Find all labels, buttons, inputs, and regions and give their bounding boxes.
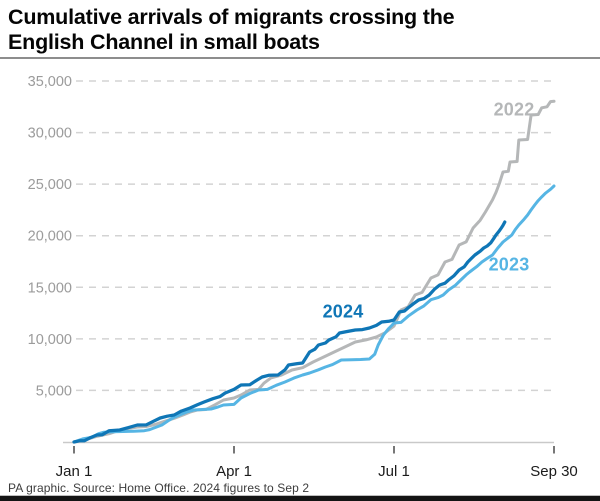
- y-axis-label-25000: 25,000: [28, 177, 72, 193]
- x-axis-label-sep-30: Sep 30: [530, 463, 578, 480]
- series-label-2024: 2024: [322, 301, 364, 322]
- x-axis-label-jul-1: Jul 1: [378, 463, 410, 480]
- source-note: PA graphic. Source: Home Office. 2024 fi…: [8, 481, 310, 495]
- title-divider: [0, 57, 600, 59]
- y-axis-label-15000: 15,000: [28, 280, 72, 296]
- chart-title-line1: Cumulative arrivals of migrants crossing…: [8, 5, 455, 29]
- bottom-bar: [0, 495, 600, 501]
- series-line-2023: [72, 184, 556, 444]
- y-axis-label-30000: 30,000: [28, 126, 72, 142]
- series-line-2024: [72, 220, 507, 444]
- chart-title: Cumulative arrivals of migrants crossing…: [8, 5, 594, 56]
- x-axis-label-apr-1: Apr 1: [216, 463, 252, 480]
- series-label-2023: 2023: [488, 254, 530, 275]
- y-axis-label-35000: 35,000: [28, 74, 72, 90]
- y-axis-label-10000: 10,000: [28, 332, 72, 348]
- series-line-2022: [72, 99, 556, 444]
- chart-title-line2: English Channel in small boats: [8, 30, 320, 55]
- y-axis-label-5000: 5,000: [36, 383, 72, 399]
- x-axis-label-jan-1: Jan 1: [56, 463, 93, 480]
- y-axis-label-20000: 20,000: [28, 229, 72, 245]
- series-label-2022: 2022: [493, 99, 535, 120]
